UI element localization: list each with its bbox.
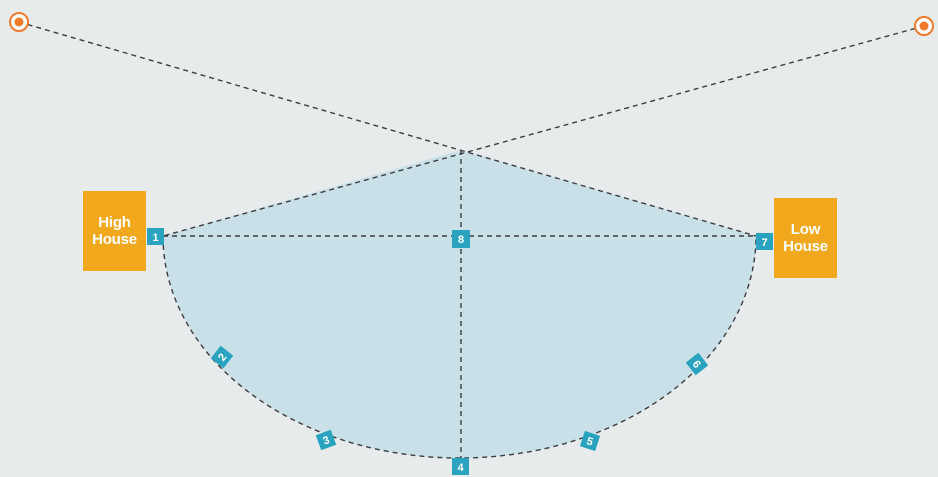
station-marker-5: 5 [579,430,601,452]
station-marker-4: 4 [452,458,469,475]
station-marker-7: 7 [756,233,773,250]
svg-text:7: 7 [761,237,767,249]
station-arc [162,235,757,459]
low-house: Low House [774,198,837,278]
svg-text:4: 4 [457,462,464,474]
station-marker-1: 1 [147,228,164,245]
high-house: High House [83,191,146,271]
target-icon [9,12,29,32]
station-marker-8: 8 [452,230,470,248]
station-marker-6: 6 [685,352,709,376]
svg-text:1: 1 [152,232,158,244]
target-icon [914,16,934,36]
svg-text:3: 3 [321,434,331,447]
station-marker-3: 3 [315,429,337,451]
svg-text:5: 5 [585,435,595,448]
shooting-area [163,150,756,459]
svg-text:8: 8 [458,234,464,246]
station-marker-2: 2 [210,345,234,369]
flight-line-right [162,25,925,237]
flight-line-left [18,21,757,237]
